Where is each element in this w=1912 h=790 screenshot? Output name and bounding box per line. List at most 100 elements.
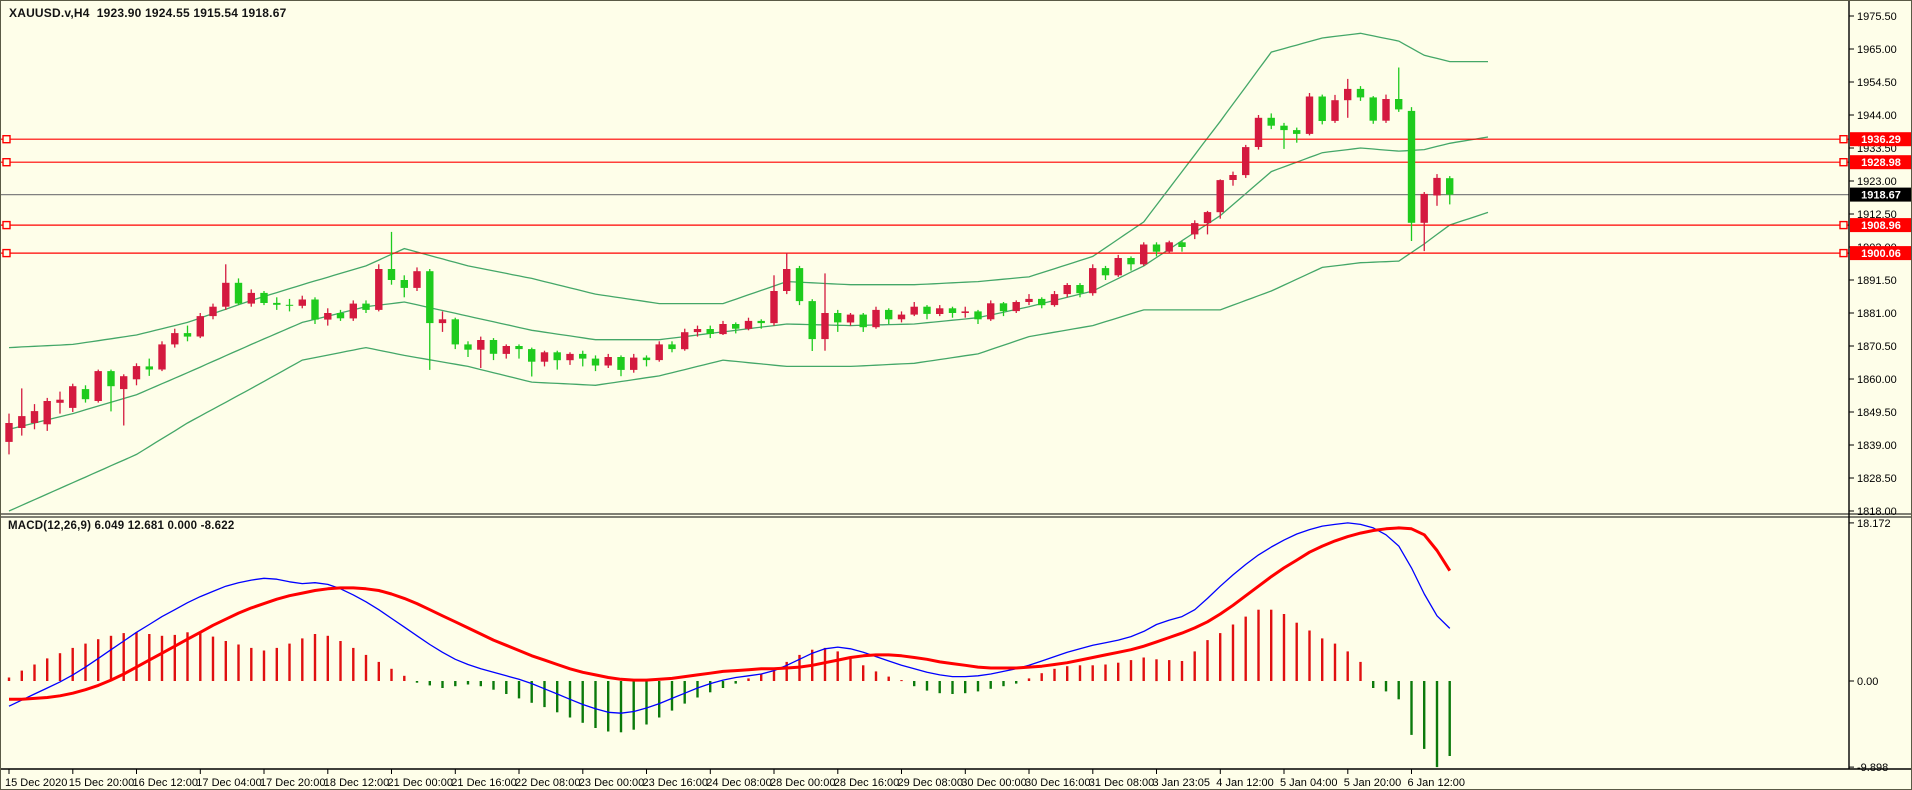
candle xyxy=(426,269,434,370)
candle xyxy=(1165,240,1173,254)
macd-axis-label: 0.00 xyxy=(1857,676,1878,688)
candle xyxy=(540,350,549,367)
macd-histogram-bar xyxy=(760,674,763,681)
macd-histogram-bar xyxy=(594,681,597,728)
candle xyxy=(591,355,600,372)
line-handle-left[interactable] xyxy=(2,248,11,258)
macd-histogram-bar xyxy=(71,647,74,681)
candle xyxy=(1152,242,1161,257)
macd-histogram-bar xyxy=(339,641,342,681)
candle xyxy=(349,300,357,321)
candle xyxy=(1012,300,1020,313)
line-handle-right[interactable] xyxy=(1839,157,1848,167)
macd-histogram-bar xyxy=(390,668,393,681)
candle xyxy=(604,353,612,368)
chart-title: XAUUSD.v,H4 1923.90 1924.55 1915.54 1918… xyxy=(9,6,287,20)
candle xyxy=(897,311,906,323)
candle xyxy=(961,306,969,318)
macd-histogram-bar xyxy=(326,635,329,681)
candle xyxy=(311,297,319,324)
line-handle-right[interactable] xyxy=(1839,220,1848,230)
candle xyxy=(681,328,689,351)
macd-histogram-bar xyxy=(1104,664,1107,681)
candle xyxy=(1344,78,1352,118)
price-axis-label: 1828.50 xyxy=(1857,473,1897,485)
macd-histogram-bar xyxy=(122,633,125,681)
candle xyxy=(1420,192,1428,252)
candle xyxy=(1369,96,1377,124)
candle xyxy=(1356,86,1365,101)
date-axis-label: 18 Dec 12:00 xyxy=(324,777,389,789)
candle xyxy=(732,322,740,334)
macd-histogram-bar xyxy=(97,639,100,681)
candle xyxy=(5,413,13,455)
macd-histogram-bar xyxy=(976,681,980,692)
candle xyxy=(783,252,791,295)
candle xyxy=(1216,179,1224,219)
candle xyxy=(1407,107,1416,241)
date-axis-label: 22 Dec 08:00 xyxy=(515,777,580,789)
macd-histogram-bar xyxy=(925,681,929,691)
window-separator[interactable] xyxy=(1,513,1849,518)
macd-histogram-bar xyxy=(492,681,495,690)
line-handle-left[interactable] xyxy=(2,157,11,167)
macd-histogram-bar xyxy=(964,681,967,694)
macd-histogram-bar xyxy=(1270,609,1273,681)
macd-histogram-bar xyxy=(109,635,113,681)
macd-histogram-bar xyxy=(581,681,584,723)
candle xyxy=(987,300,995,321)
macd-histogram-bar xyxy=(1078,665,1082,681)
macd-histogram-bar xyxy=(543,681,546,708)
macd-histogram-bar xyxy=(364,654,368,681)
line-handle-left[interactable] xyxy=(2,134,11,144)
date-axis-label: 28 Dec 16:00 xyxy=(834,777,899,789)
macd-histogram-bar xyxy=(288,643,291,681)
macd-histogram-bar xyxy=(1384,681,1388,692)
candle xyxy=(375,264,383,312)
macd-histogram-bar xyxy=(505,681,508,694)
macd-histogram-bar xyxy=(1206,640,1209,681)
macd-histogram-bar xyxy=(1435,681,1439,768)
horizontal-line-1936.29[interactable] xyxy=(1,134,1849,144)
line-handle-left[interactable] xyxy=(2,220,11,230)
macd-histogram-bar xyxy=(951,681,954,694)
candle xyxy=(1305,93,1314,136)
candle xyxy=(1127,256,1135,271)
horizontal-line-1900.06[interactable] xyxy=(1,248,1849,258)
macd-histogram-bar xyxy=(1295,622,1298,681)
macd-histogram-bar xyxy=(301,638,304,681)
candle xyxy=(1446,176,1454,205)
candle xyxy=(693,325,702,337)
candle xyxy=(196,313,204,339)
macd-histogram-bar xyxy=(1257,609,1260,681)
candle xyxy=(1025,294,1033,306)
horizontal-line-1908.96[interactable] xyxy=(1,220,1849,230)
macd-histogram-bar xyxy=(836,651,839,681)
candle xyxy=(553,350,561,370)
line-price-tag: 1928.98 xyxy=(1850,155,1911,170)
candle xyxy=(566,352,574,365)
candle xyxy=(1191,220,1199,240)
line-handle-right[interactable] xyxy=(1839,248,1848,258)
macd-histogram-bar xyxy=(313,634,317,681)
macd-axis-label: -9.898 xyxy=(1857,762,1888,774)
horizontal-line-1928.98[interactable] xyxy=(1,157,1849,167)
macd-histogram-bar xyxy=(645,681,648,725)
candle xyxy=(1280,122,1288,149)
candle xyxy=(132,363,141,386)
macd-histogram-bar xyxy=(415,681,419,683)
candle xyxy=(872,306,880,329)
macd-histogram-bar xyxy=(1142,657,1145,681)
macd-histogram-bar xyxy=(900,680,903,682)
bollinger-upper-band xyxy=(8,32,1488,349)
macd-signal-line xyxy=(9,526,1452,701)
macd-histogram-bar xyxy=(148,634,151,681)
candle xyxy=(1050,291,1059,307)
line-handle-right[interactable] xyxy=(1839,134,1848,144)
candle xyxy=(247,289,255,307)
macd-histogram-bar xyxy=(186,632,189,681)
macd-histogram-bar xyxy=(1155,659,1158,682)
svg-text:1936.29: 1936.29 xyxy=(1861,134,1901,146)
candle xyxy=(1293,127,1301,143)
